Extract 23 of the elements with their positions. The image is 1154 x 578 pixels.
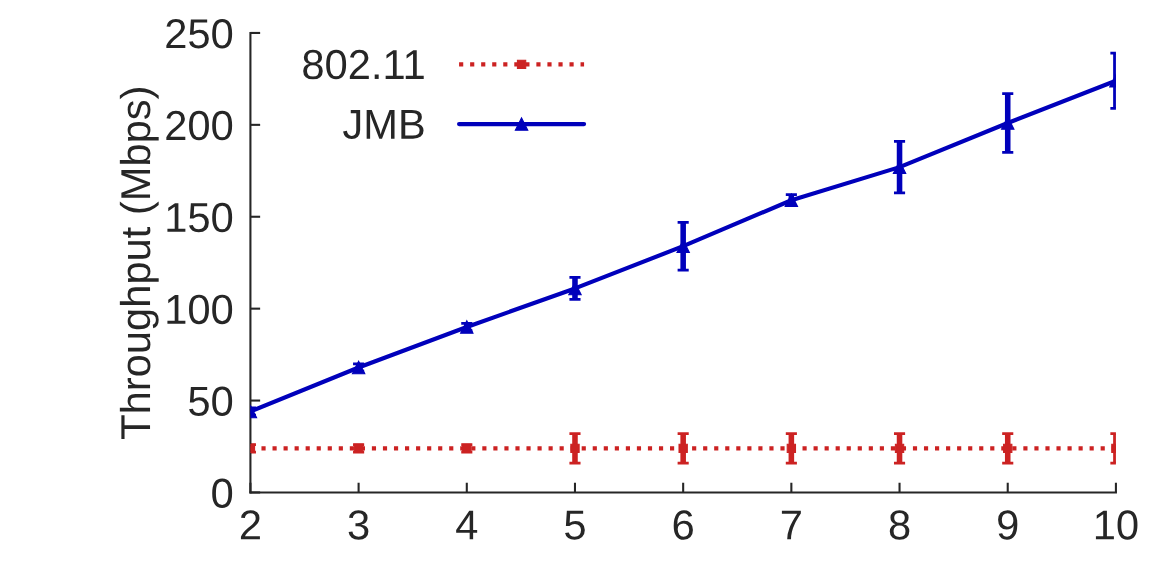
y-tick-label: 100 — [167, 294, 233, 325]
point — [1003, 443, 1013, 454]
x-tick-label: 8 — [889, 510, 910, 540]
x-tick-label: 4 — [456, 510, 478, 540]
legend-label: 802.11 — [303, 49, 424, 80]
x-tick-label: 2 — [240, 510, 260, 540]
point — [678, 443, 688, 454]
x-tick-label: 5 — [565, 510, 585, 540]
y-tick-label: 250 — [166, 18, 233, 49]
point — [570, 443, 580, 454]
y-axis-title: Throughput (Mbps) — [119, 88, 159, 439]
point — [786, 443, 797, 454]
x-tick-label: 3 — [348, 510, 369, 540]
y-tick-label: 150 — [167, 202, 233, 233]
y-tick-label: 50 — [189, 386, 233, 417]
y-tick-label: 200 — [166, 110, 233, 141]
x-tick-label: 6 — [673, 510, 693, 540]
point — [894, 443, 905, 454]
x-tick-label: 9 — [998, 510, 1018, 540]
y-tick-label: 0 — [212, 478, 233, 508]
x-tick-label: 10 — [1095, 510, 1138, 540]
x-tick-label: 7 — [781, 510, 801, 540]
legend-label: JMB — [343, 109, 424, 140]
